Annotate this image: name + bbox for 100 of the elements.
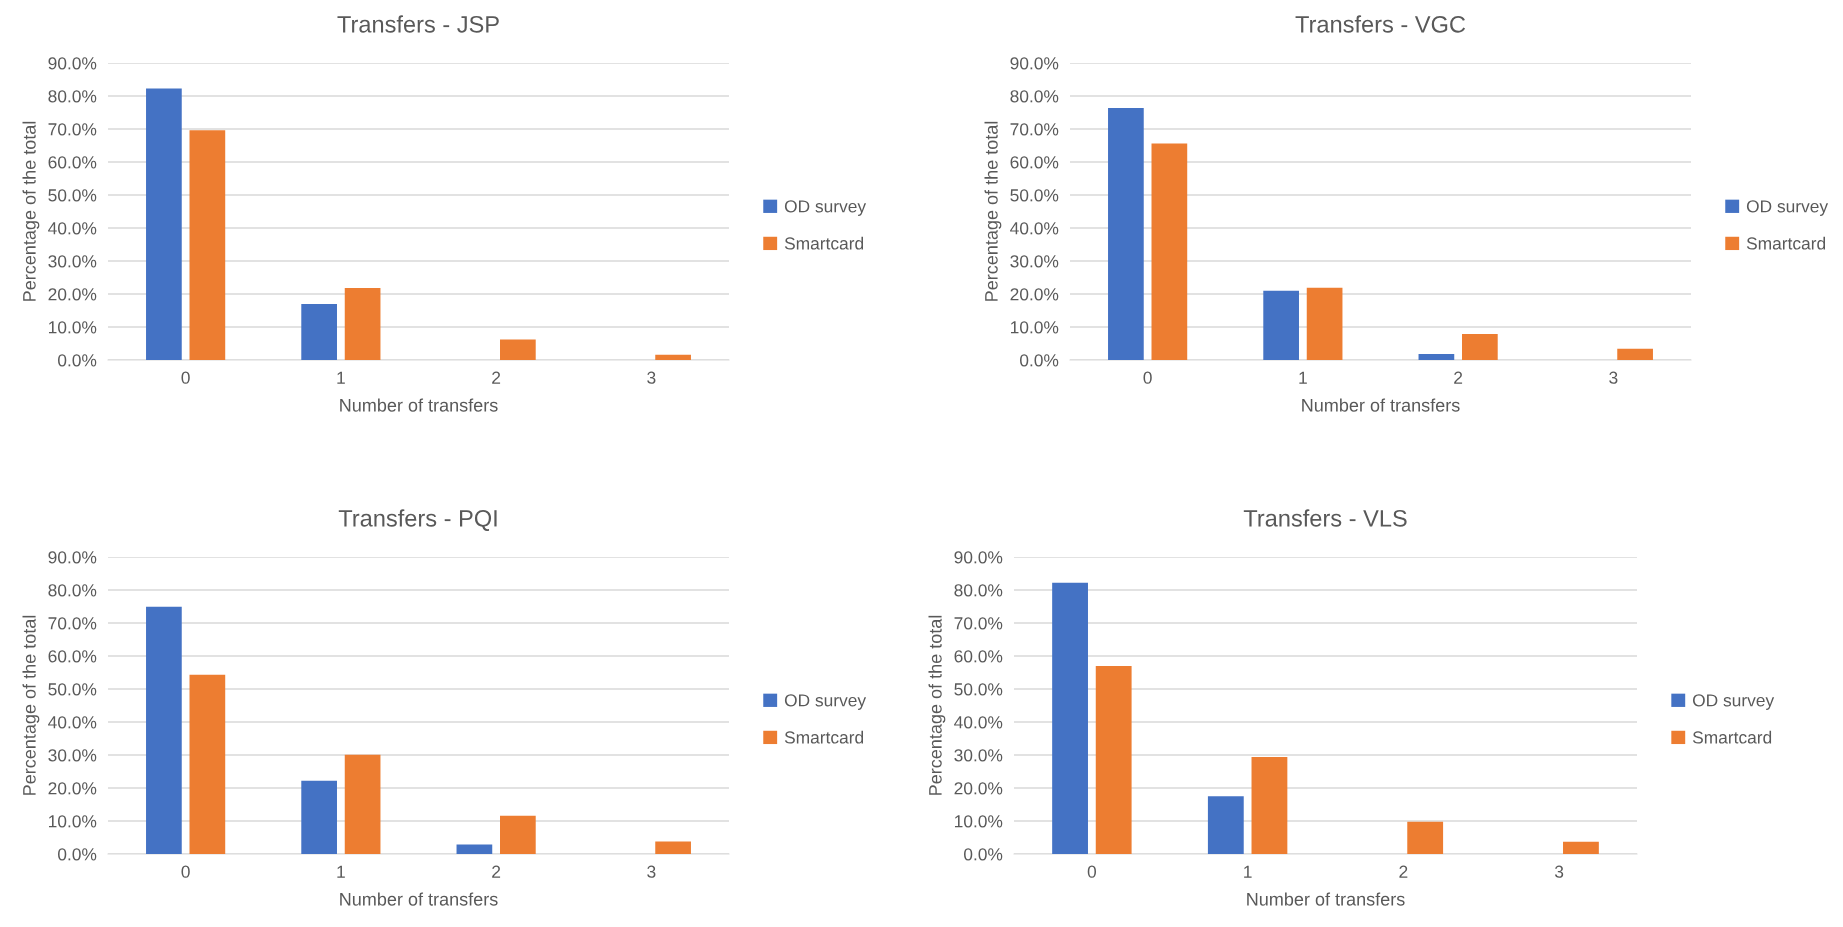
bar [1617,348,1653,360]
x-tick-label: 2 [492,371,501,384]
bar [1108,107,1144,360]
x-axis-title: Number of transfers [340,892,498,906]
y-tick-label: 20.0% [48,288,97,301]
y-tick-label: 50.0% [954,683,1003,696]
x-tick-label: 2 [492,865,501,878]
y-tick-label: 90.0% [954,551,1003,564]
y-tick-label: 30.0% [1010,255,1059,268]
legend-label: OD survey [784,694,867,710]
x-tick-label: 1 [1244,865,1252,878]
bar [1151,143,1188,360]
x-axis-title: Number of transfers [340,398,498,412]
x-tick-label: 0 [181,371,190,384]
y-tick-label: 0.0% [964,848,1003,861]
chart-title: Transfers - VGC [1295,15,1466,33]
bar [146,88,182,360]
y-tick-label: 40.0% [954,716,1003,729]
x-tick-label: 3 [1609,371,1618,384]
y-tick-label: 40.0% [48,222,97,235]
bar [655,841,691,854]
y-tick-label: 40.0% [48,716,97,729]
bar [189,130,226,360]
y-tick-label: 20.0% [1010,288,1059,301]
legend-label: Smartcard [784,236,864,250]
y-tick-label: 80.0% [48,90,97,103]
y-tick-label: 60.0% [48,650,97,663]
y-tick-label: 70.0% [48,617,97,630]
bar [1563,841,1599,854]
y-tick-label: 80.0% [954,584,1003,597]
bar [1407,821,1444,854]
bar [1418,354,1455,360]
y-tick-label: 50.0% [48,683,97,696]
chart-title: Transfers - JSP [337,15,499,33]
legend-label: OD survey [1692,694,1775,710]
y-tick-label: 30.0% [48,255,97,268]
x-tick-label: 3 [647,865,656,878]
y-tick-label: 60.0% [48,156,97,169]
x-tick-label: 2 [1454,371,1463,384]
y-tick-label: 20.0% [48,782,97,795]
bar [1095,665,1132,854]
bar [456,844,493,854]
chart-title: Transfers - PQI [338,509,497,531]
y-tick-label: 10.0% [954,815,1003,828]
bar [344,754,381,854]
bar [500,339,536,360]
y-tick-label: 0.0% [58,354,97,367]
x-tick-label: 1 [337,865,345,878]
x-tick-label: 3 [647,371,656,384]
bar [146,606,182,854]
y-tick-label: 90.0% [48,551,97,564]
bar [1251,756,1288,854]
x-axis-title: Number of transfers [1247,892,1405,906]
y-tick-label: 10.0% [1010,321,1059,334]
bar [344,288,381,360]
y-tick-label: 60.0% [954,650,1003,663]
y-tick-label: 50.0% [48,189,97,202]
y-tick-label: 90.0% [48,57,97,70]
legend-label: Smartcard [784,730,864,744]
bar [301,780,337,854]
x-tick-label: 1 [337,371,345,384]
y-tick-label: 70.0% [1010,123,1059,136]
y-tick-label: 60.0% [1010,156,1059,169]
legend-label: Smartcard [1692,730,1772,744]
x-tick-label: 3 [1554,865,1564,878]
y-tick-label: 70.0% [954,617,1003,630]
x-tick-label: 0 [1143,371,1152,384]
x-tick-label: 0 [1087,865,1097,878]
y-tick-label: 10.0% [48,321,97,334]
bar [1306,287,1343,360]
bar [1052,582,1088,854]
y-tick-label: 70.0% [48,123,97,136]
bar [500,815,536,854]
bar [1263,290,1299,360]
legend-label: OD survey [1746,200,1829,216]
legend-label: OD survey [784,200,867,216]
y-tick-label: 30.0% [954,749,1003,762]
y-tick-label: 80.0% [1010,90,1059,103]
y-tick-label: 20.0% [954,782,1003,795]
y-tick-label: 10.0% [48,815,97,828]
x-axis-title: Number of transfers [1302,398,1460,412]
bar [1462,333,1498,360]
y-tick-label: 0.0% [58,848,97,861]
y-tick-label: 90.0% [1010,57,1059,70]
y-tick-label: 50.0% [1010,189,1059,202]
x-tick-label: 1 [1299,371,1307,384]
y-tick-label: 0.0% [1020,354,1059,367]
x-tick-label: 0 [181,865,190,878]
y-axis-title: Percentage of the total [928,615,946,795]
y-axis-title: Percentage of the total [22,121,40,301]
y-tick-label: 80.0% [48,584,97,597]
y-axis-title: Percentage of the total [984,121,1002,301]
legend-label: Smartcard [1746,236,1826,250]
bar [189,674,226,854]
y-tick-label: 40.0% [1010,222,1059,235]
y-axis-title: Percentage of the total [22,615,40,795]
chart-title: Transfers - VLS [1243,509,1407,527]
x-tick-label: 2 [1399,865,1408,878]
bar [301,303,337,360]
bar [1207,796,1244,854]
